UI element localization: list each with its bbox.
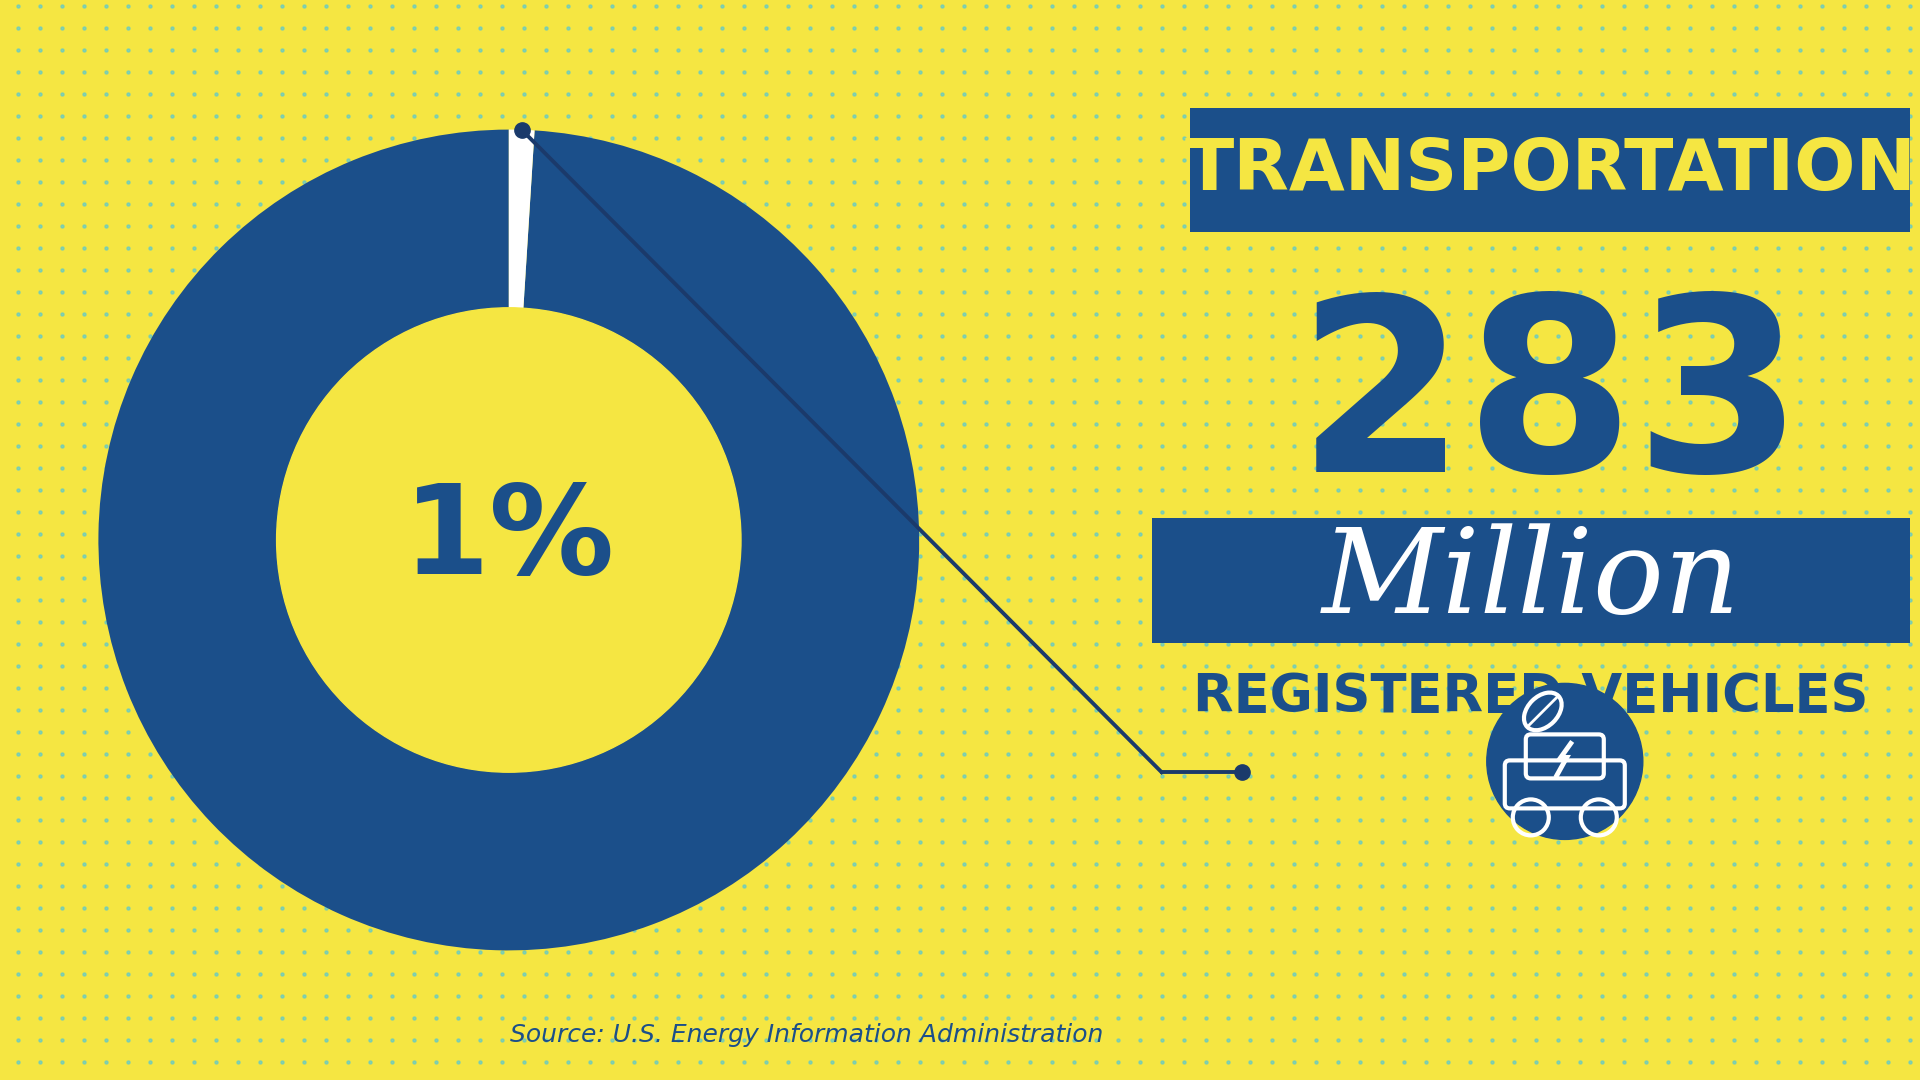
Text: 1%: 1% — [403, 480, 614, 600]
Text: Million: Million — [1321, 523, 1741, 638]
Text: 283: 283 — [1296, 287, 1805, 523]
Circle shape — [276, 308, 741, 772]
Text: Source: U.S. Energy Information Administration: Source: U.S. Energy Information Administ… — [509, 1023, 1104, 1047]
Wedge shape — [509, 130, 534, 308]
Text: REGISTERED VEHICLES: REGISTERED VEHICLES — [1194, 671, 1868, 723]
Circle shape — [1486, 684, 1644, 839]
Wedge shape — [98, 130, 920, 950]
FancyBboxPatch shape — [1152, 518, 1910, 643]
Text: TRANSPORTATION: TRANSPORTATION — [1185, 136, 1916, 204]
FancyBboxPatch shape — [1190, 108, 1910, 232]
